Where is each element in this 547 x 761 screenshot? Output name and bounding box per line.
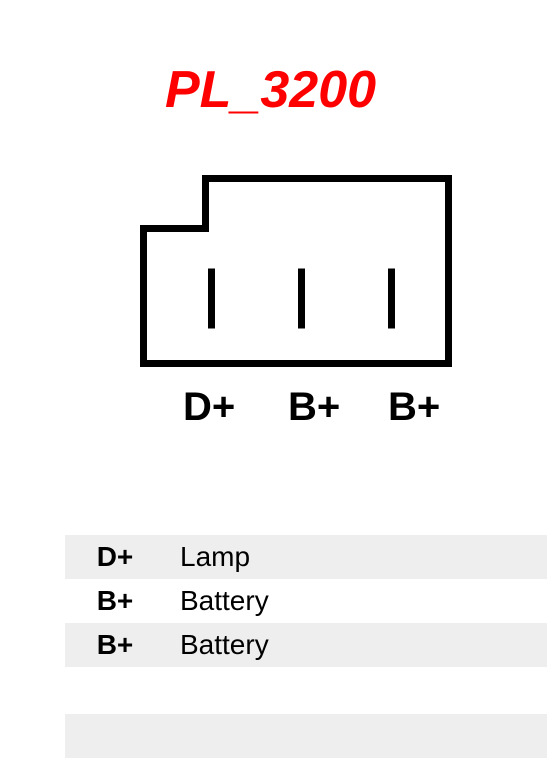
terminal-table-body: D+LampB+BatteryB+Battery (65, 535, 547, 667)
diagram-title: PL_3200 (165, 60, 376, 120)
empty-cell (65, 714, 165, 758)
empty-cell (165, 714, 547, 758)
table-row: D+Lamp (65, 535, 547, 579)
pin-label-1: D+ (183, 385, 235, 430)
secondary-table (65, 714, 547, 758)
terminal-label: Battery (165, 623, 547, 667)
pin-label-3: B+ (388, 385, 440, 430)
connector-outline (144, 179, 449, 364)
table-row (65, 714, 547, 758)
terminal-code: B+ (65, 623, 165, 667)
terminal-label: Battery (165, 579, 547, 623)
table-row: B+Battery (65, 623, 547, 667)
secondary-table-body (65, 714, 547, 758)
terminal-code: B+ (65, 579, 165, 623)
connector-diagram (140, 175, 452, 367)
pin-label-2: B+ (288, 385, 340, 430)
terminal-table: D+LampB+BatteryB+Battery (65, 535, 547, 667)
terminal-label: Lamp (165, 535, 547, 579)
table-row: B+Battery (65, 579, 547, 623)
terminal-code: D+ (65, 535, 165, 579)
